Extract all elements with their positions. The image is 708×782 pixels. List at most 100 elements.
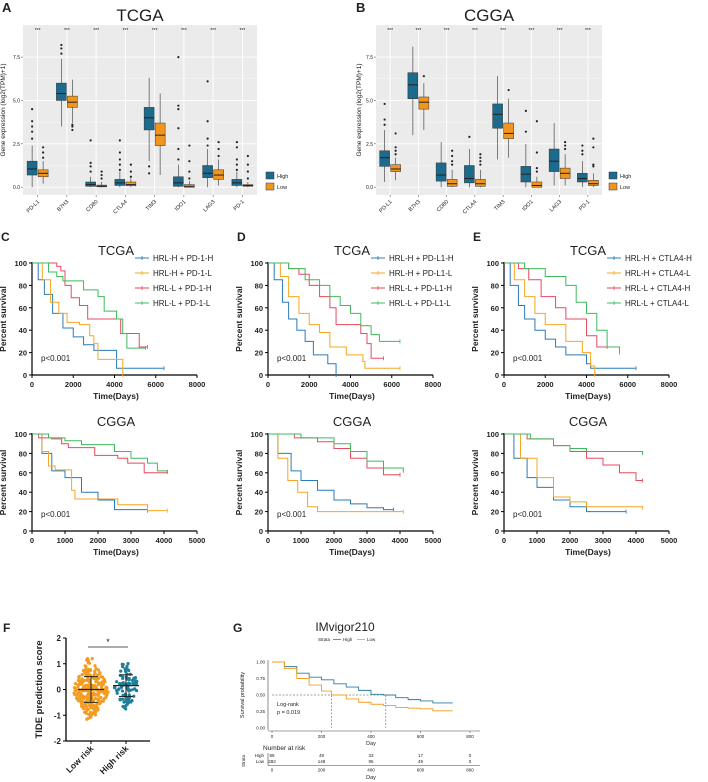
x-tick-label: PD-1 <box>578 199 591 212</box>
box <box>125 181 137 187</box>
data-point <box>123 669 128 673</box>
legend-label: HRL-L + CTLA4-L <box>625 299 690 308</box>
group-high-risk <box>112 662 139 711</box>
risk-table-y-label: Strata <box>241 755 246 768</box>
x-tick-label: 0 <box>30 536 34 545</box>
outlier-point <box>177 108 180 111</box>
outlier-point <box>118 139 121 142</box>
y-axis-label: Gene expression (log2(TPM)+1) <box>356 63 363 156</box>
y-tick-label: 60 <box>255 304 263 313</box>
data-point <box>127 676 131 681</box>
data-point <box>104 695 108 700</box>
significance-label: *** <box>210 28 216 34</box>
significance-label: *** <box>181 28 187 34</box>
box-low-ido1 <box>531 120 543 188</box>
box-high-ctla4 <box>114 139 126 188</box>
x-tick-label: 400 <box>367 734 375 739</box>
y-axis-label: Percent survival <box>234 286 244 352</box>
p-value-label: p<0.001 <box>513 354 543 363</box>
chart-title: TCGA <box>334 243 370 258</box>
x-tick-label: 5000 <box>189 536 206 545</box>
significance-label: *** <box>122 28 128 34</box>
outlier-point <box>535 151 538 154</box>
outlier-point <box>129 175 132 178</box>
data-point <box>91 703 95 707</box>
data-point <box>92 706 96 710</box>
x-tick-label: 0 <box>30 380 34 389</box>
risk-count: 0 <box>469 759 472 764</box>
outlier-point <box>188 177 191 180</box>
outlier-point <box>177 147 180 151</box>
risk-count: 86 <box>269 753 275 758</box>
box-high-lag3 <box>202 80 213 188</box>
x-axis-label: Time(Days) <box>329 547 375 557</box>
y-tick-label: 0.50 <box>256 693 265 698</box>
data-point <box>96 693 100 698</box>
outlier-point <box>235 163 238 166</box>
outlier-point <box>235 168 238 171</box>
data-point <box>121 697 125 701</box>
y-tick-label: 60 <box>491 469 499 478</box>
x-tick-label: 200 <box>318 734 326 739</box>
y-tick-label: 20 <box>255 508 263 517</box>
box <box>475 179 486 187</box>
plot-background <box>376 25 602 195</box>
panel-label: B <box>356 0 365 15</box>
legend-label-low: Low <box>620 185 630 191</box>
outlier-point <box>31 125 34 128</box>
legend-label: HRL-H + PD-1-L <box>153 269 212 278</box>
survival-curve-3 <box>268 262 400 342</box>
legend-label: HRL-L + PD-1-L <box>153 299 211 308</box>
risk-count: 0 <box>469 753 472 758</box>
outlier-point <box>581 149 584 152</box>
outlier-point <box>394 149 397 152</box>
p-value-label: p = 0.019 <box>277 710 300 716</box>
outlier-point <box>581 153 584 156</box>
outlier-point <box>524 130 527 133</box>
outlier-point <box>71 125 74 128</box>
box-low-pd-1 <box>588 137 599 188</box>
data-point <box>93 669 97 673</box>
y-axis-label: TIDE prediction score <box>34 640 45 738</box>
risk-row-label: High <box>255 753 265 758</box>
data-point <box>88 704 92 708</box>
survival-curve-1 <box>504 433 644 508</box>
outlier-point <box>451 154 454 158</box>
chart-title: CGGA <box>333 414 372 429</box>
data-point <box>96 673 100 677</box>
outlier-point <box>246 177 249 180</box>
x-tick-label: 0 <box>502 536 506 545</box>
outlier-point <box>118 168 121 171</box>
panel-label: A <box>2 0 12 15</box>
x-tick-label: 600 <box>417 734 425 739</box>
box-high-ctla4 <box>464 135 475 188</box>
panel-label: F <box>3 621 10 635</box>
data-point <box>94 684 98 689</box>
data-point <box>115 691 119 695</box>
outlier-point <box>148 172 151 175</box>
significance-label: *** <box>239 28 245 34</box>
outlier-point <box>394 132 397 135</box>
data-point <box>119 669 123 673</box>
y-tick-label: 40 <box>19 488 27 497</box>
outlier-point <box>581 144 584 147</box>
outlier-point <box>206 120 209 123</box>
box-high-cd80 <box>435 142 447 188</box>
chart-title: TCGA <box>116 6 164 25</box>
box-low-ido1 <box>184 144 195 188</box>
data-point <box>132 694 136 698</box>
box-low-pd-l1 <box>37 146 49 184</box>
p-value-label: p<0.001 <box>41 354 71 363</box>
legend-label: HRL-L + PD-L1-H <box>389 284 452 293</box>
box-low-cd80 <box>96 170 107 188</box>
significance-label: *** <box>93 28 99 34</box>
p-value-label: p<0.001 <box>41 510 71 519</box>
data-point <box>117 687 121 691</box>
legend-swatch-high <box>608 171 618 180</box>
box <box>503 122 514 139</box>
y-tick-label: 0.75 <box>256 676 265 681</box>
box-low-cd80 <box>446 149 458 188</box>
outlier-point <box>383 102 386 106</box>
box <box>202 165 213 178</box>
